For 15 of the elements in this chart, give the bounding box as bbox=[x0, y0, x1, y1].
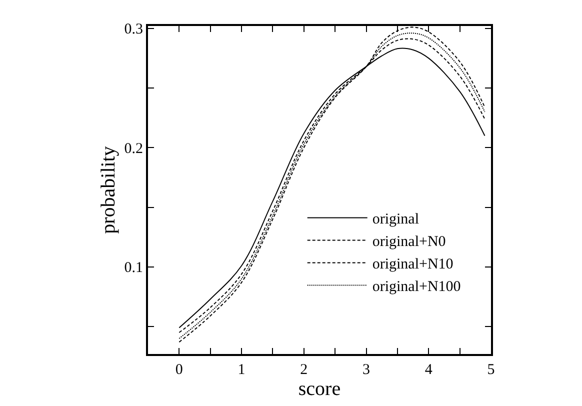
legend-label: original bbox=[372, 212, 420, 228]
x-tick-label: 4 bbox=[424, 362, 433, 378]
y-tick-label: 0.2 bbox=[124, 140, 143, 157]
x-tick-label: 1 bbox=[238, 362, 246, 378]
y-tick-label: 0.3 bbox=[124, 22, 143, 38]
x-tick-label: 0 bbox=[175, 362, 183, 378]
y-tick-label: 0.1 bbox=[124, 260, 143, 276]
legend-label: original+N10 bbox=[372, 256, 454, 273]
x-axis-title: score bbox=[298, 378, 341, 400]
legend-label: original+N0 bbox=[372, 234, 446, 250]
legend-label: original+N100 bbox=[372, 279, 461, 296]
x-tick-label: 5 bbox=[487, 362, 495, 378]
x-tick-label: 3 bbox=[362, 362, 370, 378]
x-tick-label: 2 bbox=[300, 362, 308, 378]
y-axis-title: probability bbox=[97, 146, 120, 234]
